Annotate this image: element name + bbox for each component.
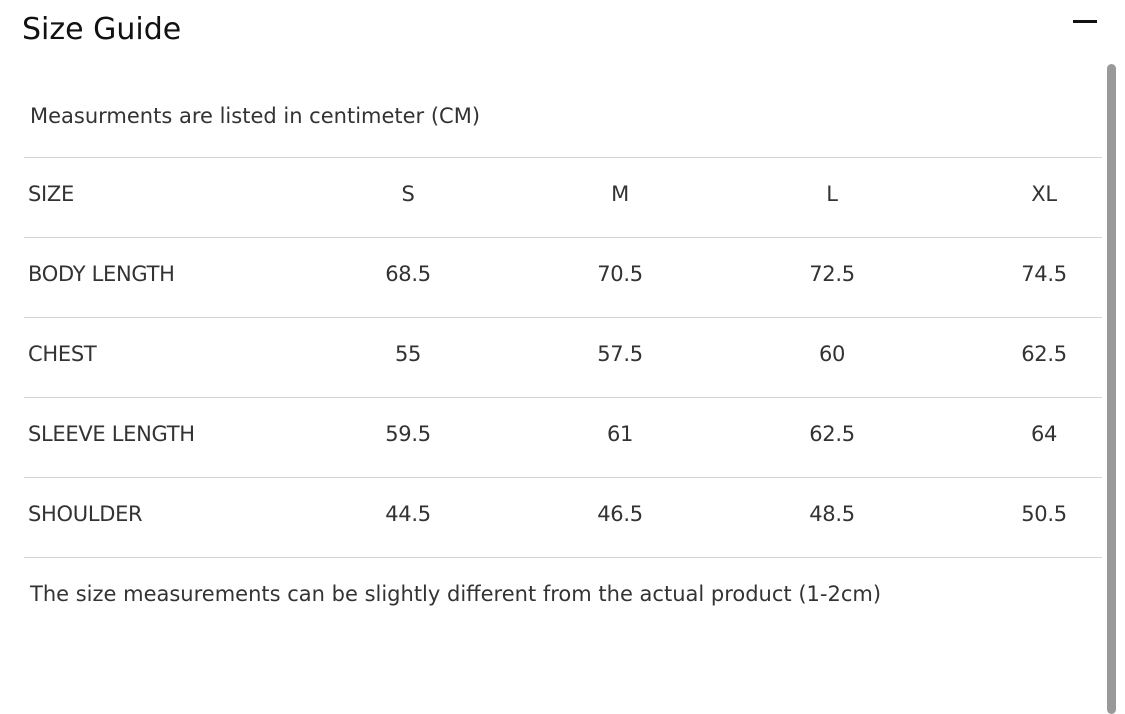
measurement: 50.5 (1021, 502, 1067, 526)
header-label: SIZE (28, 182, 74, 206)
row-label: BODY LENGTH (28, 262, 175, 286)
scrollbar[interactable] (1107, 64, 1116, 714)
size-header: XL (1031, 182, 1057, 206)
row-label: SHOULDER (28, 502, 143, 526)
row-divider (24, 317, 1102, 318)
measurement: 46.5 (597, 502, 643, 526)
measurement: 72.5 (809, 262, 855, 286)
title: Size Guide (22, 12, 182, 47)
row-divider (24, 477, 1102, 478)
measurement: 61 (606, 422, 634, 446)
note: Measurments are listed in centimeter (CM… (30, 104, 481, 128)
measurement: 55 (394, 342, 422, 366)
size-header: S (401, 182, 415, 206)
row-divider (24, 557, 1102, 558)
measurement: 48.5 (809, 502, 855, 526)
size-header: M (611, 182, 629, 206)
measurement: 62.5 (809, 422, 855, 446)
measurement: 62.5 (1021, 342, 1067, 366)
measurement: 68.5 (385, 262, 431, 286)
measurement: 74.5 (1021, 262, 1067, 286)
close-button[interactable] (1073, 20, 1097, 23)
measurement: 60 (818, 342, 846, 366)
footnote: The size measurements can be slightly di… (30, 582, 882, 606)
row-divider (24, 397, 1102, 398)
row-divider (24, 157, 1102, 158)
row-label: SLEEVE LENGTH (28, 422, 195, 446)
measurement: 64 (1030, 422, 1058, 446)
measurement: 44.5 (385, 502, 431, 526)
measurement: 59.5 (385, 422, 431, 446)
size-header: L (826, 182, 838, 206)
row-divider (24, 237, 1102, 238)
measurement: 57.5 (597, 342, 643, 366)
row-label: CHEST (28, 342, 97, 366)
measurement: 70.5 (597, 262, 643, 286)
